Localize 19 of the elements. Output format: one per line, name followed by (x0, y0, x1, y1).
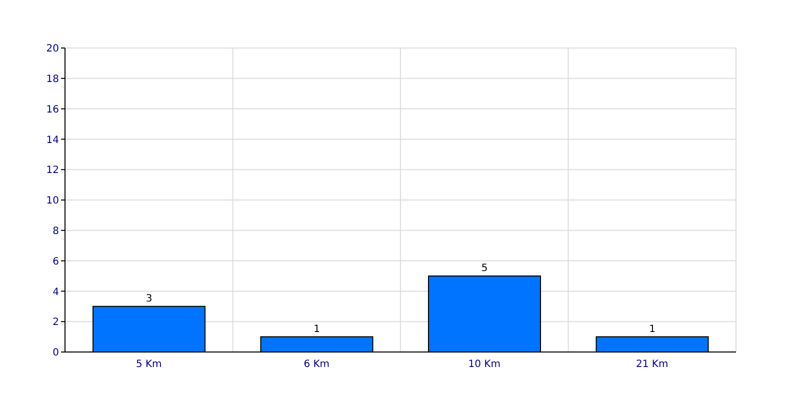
data-label: 5 (481, 263, 488, 274)
y-tick-label: 16 (46, 104, 59, 116)
x-tick-label: 6 Km (304, 359, 330, 370)
data-label: 1 (314, 324, 320, 335)
y-tick-label: 14 (46, 134, 59, 146)
y-tick-label: 2 (52, 317, 59, 328)
x-tick-label: 5 Km (136, 359, 162, 370)
y-tick-label: 10 (46, 196, 59, 207)
x-tick-label: 21 Km (636, 359, 668, 370)
y-tick-label: 4 (52, 286, 59, 298)
y-tick-label: 6 (52, 256, 59, 268)
data-label: 3 (146, 293, 152, 304)
y-tick-label: 0 (52, 348, 59, 359)
x-tick-label: 10 Km (468, 359, 500, 370)
data-label: 1 (649, 324, 656, 335)
y-tick-label: 20 (46, 44, 59, 55)
y-tick-label: 12 (46, 165, 59, 176)
y-tick-label: 18 (46, 74, 59, 85)
y-tick-label: 8 (52, 226, 59, 237)
